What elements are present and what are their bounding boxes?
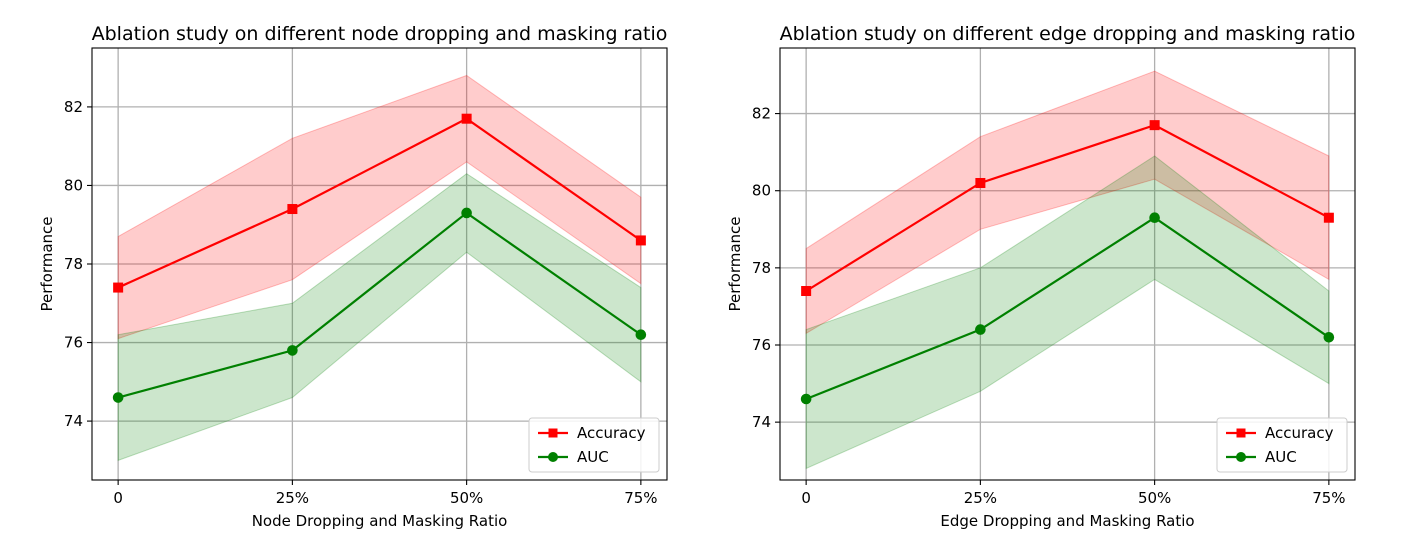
auc-point [287,345,298,356]
accuracy-band [805,70,1330,335]
chart-title: Ablation study on different node droppin… [92,23,668,45]
legend-auc-label: AUC [577,448,609,466]
x-tick-label: 0 [801,489,811,507]
auc-point [461,207,472,219]
x-tick-label: 25% [964,489,997,507]
auc-point [1323,331,1335,343]
y-tick-label: 76 [752,336,771,354]
y-tick-label: 74 [64,412,83,430]
auc-point [635,329,647,340]
y-tick-label: 78 [64,255,83,273]
legend-auc-label: AUC [1265,448,1297,466]
y-tick-label: 80 [752,182,771,200]
auc-point [975,324,986,335]
accuracy-point [1323,212,1334,223]
y-axis-label: Performance [726,216,744,311]
x-axis-label: Node Dropping and Masking Ratio [252,512,508,530]
accuracy-point [287,204,298,215]
legend-accuracy-label: Accuracy [1265,424,1334,442]
x-tick-label: 0 [113,489,123,507]
accuracy-point [1149,120,1160,131]
accuracy-point [801,286,812,296]
legend-accuracy-marker [548,428,558,438]
auc-point [800,393,812,405]
auc-line [117,211,642,399]
y-tick-label: 82 [752,105,771,123]
legend-auc-marker [1236,452,1246,462]
legend: Accuracy AUC [1216,417,1348,473]
accuracy-line [805,123,1330,292]
auc-point [1149,212,1160,224]
plot-frame [779,47,1356,481]
accuracy-point [975,178,986,188]
auc-band [117,173,642,462]
y-tick-label: 80 [64,176,83,194]
accuracy-band [117,74,642,340]
x-axis-label: Edge Dropping and Masking Ratio [940,512,1194,530]
x-tick-label: 75% [1312,489,1345,507]
y-tick-label: 82 [64,98,83,116]
chart-edge-dropping: 0 25% 50% 75% 74 76 78 80 82 Ablation study on d… [726,23,1356,530]
chart-node-dropping: 0 25% 50% 75% 74 76 78 80 82 Ablation study on d… [38,23,668,530]
legend: Accuracy AUC [528,417,660,473]
x-tick-label: 75% [624,489,657,507]
x-tick-label: 25% [276,489,309,507]
y-tick-label: 76 [64,334,83,352]
y-tick-label: 74 [752,413,771,431]
y-tick-label: 78 [752,259,771,277]
accuracy-point [461,113,472,124]
legend-box [1216,417,1348,473]
y-axis-label: Performance [38,216,56,311]
accuracy-point [113,282,124,293]
x-tick-label: 50% [1138,489,1171,507]
auc-band [805,155,1330,470]
legend-accuracy-marker [1236,428,1246,438]
accuracy-line [117,117,642,289]
auc-line [805,216,1330,401]
accuracy-point [635,235,646,246]
legend-box [528,417,660,473]
x-tick-label: 50% [450,489,483,507]
chart-title: Ablation study on different edge droppin… [780,23,1356,45]
auc-point [112,392,124,403]
legend-auc-marker [548,452,558,462]
legend-accuracy-label: Accuracy [577,424,646,442]
